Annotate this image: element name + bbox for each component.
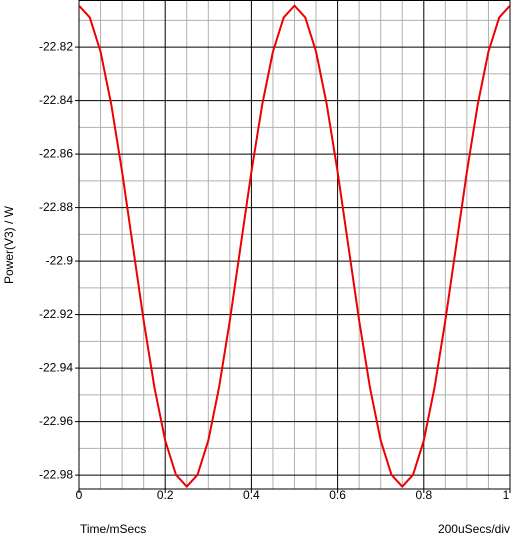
y-tick-label: -22.98 bbox=[39, 467, 73, 481]
x-tick-label: 1 bbox=[503, 488, 510, 502]
y-tick-label: -22.88 bbox=[39, 200, 73, 214]
y-tick-label: -22.92 bbox=[39, 307, 73, 321]
y-tick-label: -22.94 bbox=[39, 360, 73, 374]
y-axis-label: Power(V3) / W bbox=[2, 205, 16, 284]
y-tick-label: -22.86 bbox=[39, 146, 73, 160]
plot-frame bbox=[78, 0, 511, 490]
x-tick-label: 0.2 bbox=[157, 488, 174, 502]
series-line bbox=[79, 4, 510, 488]
x-scale-note: 200uSecs/div bbox=[438, 522, 510, 536]
plot-area bbox=[79, 4, 510, 488]
x-tick-label: 0.8 bbox=[415, 488, 432, 502]
y-tick-label: -22.82 bbox=[39, 39, 73, 53]
x-tick-label: 0.6 bbox=[329, 488, 346, 502]
x-tick-label: 0.4 bbox=[243, 488, 260, 502]
y-tick-label: -22.9 bbox=[46, 253, 74, 267]
y-tick-label: -22.96 bbox=[39, 414, 73, 428]
y-tick-label: -22.84 bbox=[39, 93, 73, 107]
x-axis-label: Time/mSecs bbox=[80, 522, 146, 536]
x-tick-label: 0 bbox=[76, 488, 83, 502]
